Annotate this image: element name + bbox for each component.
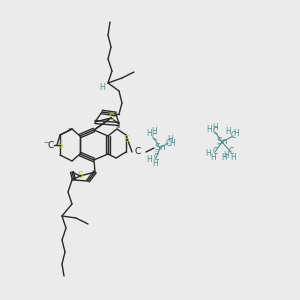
Text: H: H (221, 152, 227, 161)
Text: H: H (151, 128, 157, 136)
Text: Sn: Sn (216, 137, 228, 146)
Text: C: C (48, 140, 54, 149)
Text: H: H (210, 154, 216, 163)
Text: ⁻: ⁻ (217, 142, 221, 151)
Text: H: H (169, 140, 175, 148)
Text: C: C (212, 148, 217, 157)
Text: C: C (212, 128, 217, 136)
Text: S: S (108, 113, 114, 122)
Text: C: C (230, 131, 236, 140)
Text: C: C (153, 154, 159, 163)
Text: H: H (99, 82, 105, 91)
Text: H: H (212, 124, 218, 133)
Text: S: S (57, 140, 63, 149)
Text: =: = (68, 128, 72, 133)
Text: C: C (152, 134, 157, 142)
Text: H: H (233, 128, 239, 137)
Text: C: C (135, 148, 141, 157)
Text: H: H (146, 155, 152, 164)
Text: =: = (116, 125, 120, 130)
Text: C: C (228, 148, 234, 157)
Text: H: H (167, 134, 173, 143)
Text: H: H (225, 127, 231, 136)
Text: C: C (165, 139, 171, 148)
Text: H: H (205, 149, 211, 158)
Text: ⁻: ⁻ (154, 148, 158, 158)
Text: S: S (77, 172, 83, 181)
Text: S: S (123, 134, 129, 143)
Text: H: H (223, 152, 229, 160)
Text: H: H (146, 130, 152, 139)
Text: H: H (152, 158, 158, 167)
Text: ⁻: ⁻ (44, 140, 49, 150)
Text: H: H (206, 124, 212, 134)
Text: Sn: Sn (154, 143, 166, 152)
Text: H: H (230, 152, 236, 161)
